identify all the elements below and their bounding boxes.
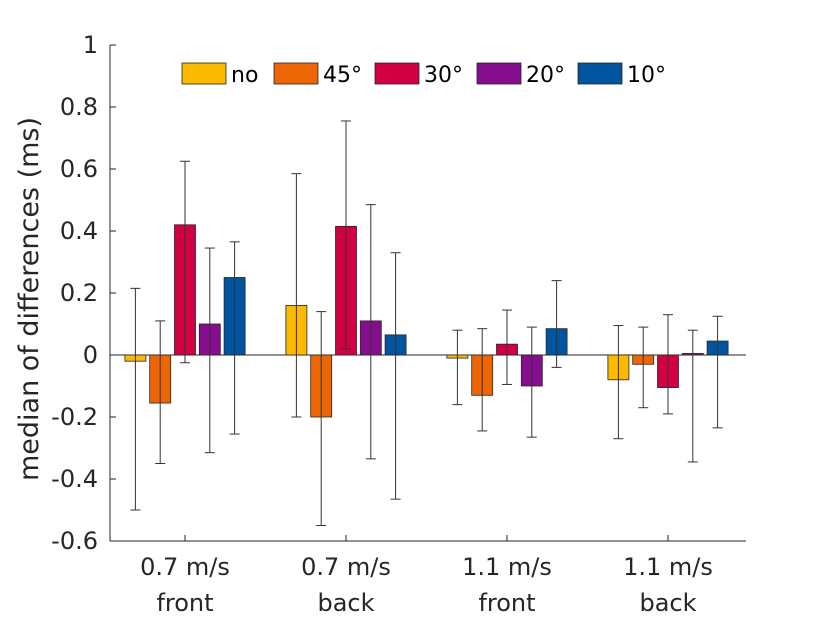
legend-item-3: 20°	[476, 62, 565, 88]
y-tick-label: 0	[83, 341, 98, 369]
error-bars-layer	[130, 120, 723, 526]
error-bar-3-2	[663, 314, 673, 415]
legend-swatch	[476, 62, 522, 85]
error-bar-1-3	[365, 204, 376, 460]
legend-item-4: 10°	[577, 62, 666, 88]
error-bar-3-0	[613, 325, 624, 440]
y-axis-label: median of differences (ms)	[14, 117, 45, 481]
x-ticks-layer: 0.7 m/s front 0.7 m/s back 1.1 m/s front 1.1 m…	[140, 535, 713, 617]
error-bar-3-4	[712, 315, 723, 429]
legend-item-1: 45°	[273, 62, 362, 88]
error-bar-0-2	[180, 160, 190, 364]
y-tick-label: 1	[83, 31, 98, 59]
y-tick-label: -0.4	[51, 465, 98, 493]
legend-swatch	[181, 62, 227, 85]
y-tick-label: -0.2	[51, 403, 98, 431]
legend-label: 10°	[627, 63, 666, 88]
x-tick-label-line1: 0.7 m/s	[140, 553, 230, 581]
legend-label: 45°	[323, 63, 362, 88]
y-tick-label: 0.4	[60, 217, 98, 245]
y-tick-label: -0.6	[51, 527, 98, 555]
bars-layer	[124, 224, 729, 418]
error-bar-0-0	[130, 287, 141, 511]
legend-item-0: no	[181, 62, 258, 88]
x-tick-label-line1: 1.1 m/s	[623, 553, 713, 581]
error-bar-2-3	[526, 326, 537, 438]
legend-swatch	[273, 62, 319, 85]
x-tick-label-line1: 1.1 m/s	[462, 553, 552, 581]
error-bar-0-3	[204, 247, 215, 454]
y-tick-label: 0.2	[60, 279, 98, 307]
error-bar-2-1	[477, 328, 488, 432]
legend-label: 20°	[526, 63, 565, 88]
legend-label: no	[231, 63, 258, 88]
error-bar-3-1	[638, 326, 649, 409]
x-tick-label-line1: 0.7 m/s	[301, 553, 391, 581]
y-ticks-layer: -0.6 -0.4 -0.2 0 0.2 0.4 0.6 0.8 1	[51, 31, 116, 555]
error-bar-0-1	[155, 320, 166, 464]
error-bar-2-4	[551, 280, 562, 368]
legend-item-2: 30°	[374, 62, 463, 88]
legend-swatch	[374, 62, 420, 85]
x-tick-label-line2: front	[156, 589, 213, 617]
error-bar-1-1	[316, 311, 327, 526]
y-tick-label: 0.6	[60, 155, 98, 183]
error-bar-1-0	[291, 173, 302, 418]
legend: no 45° 30° 20° 10°	[181, 62, 666, 88]
x-tick-label-line2: front	[478, 589, 535, 617]
x-tick-label-line2: back	[639, 589, 696, 617]
error-bar-1-4	[390, 252, 401, 500]
error-bar-3-3	[687, 329, 698, 463]
legend-swatch	[577, 62, 623, 85]
x-tick-label-line2: back	[317, 589, 374, 617]
axes-layer	[109, 45, 746, 542]
legend-label: 30°	[424, 63, 463, 88]
error-bar-2-0	[452, 329, 463, 406]
error-bar-1-2	[341, 120, 351, 350]
y-tick-label: 0.8	[60, 93, 98, 121]
error-bar-2-2	[502, 309, 512, 385]
error-bar-0-4	[229, 241, 240, 435]
